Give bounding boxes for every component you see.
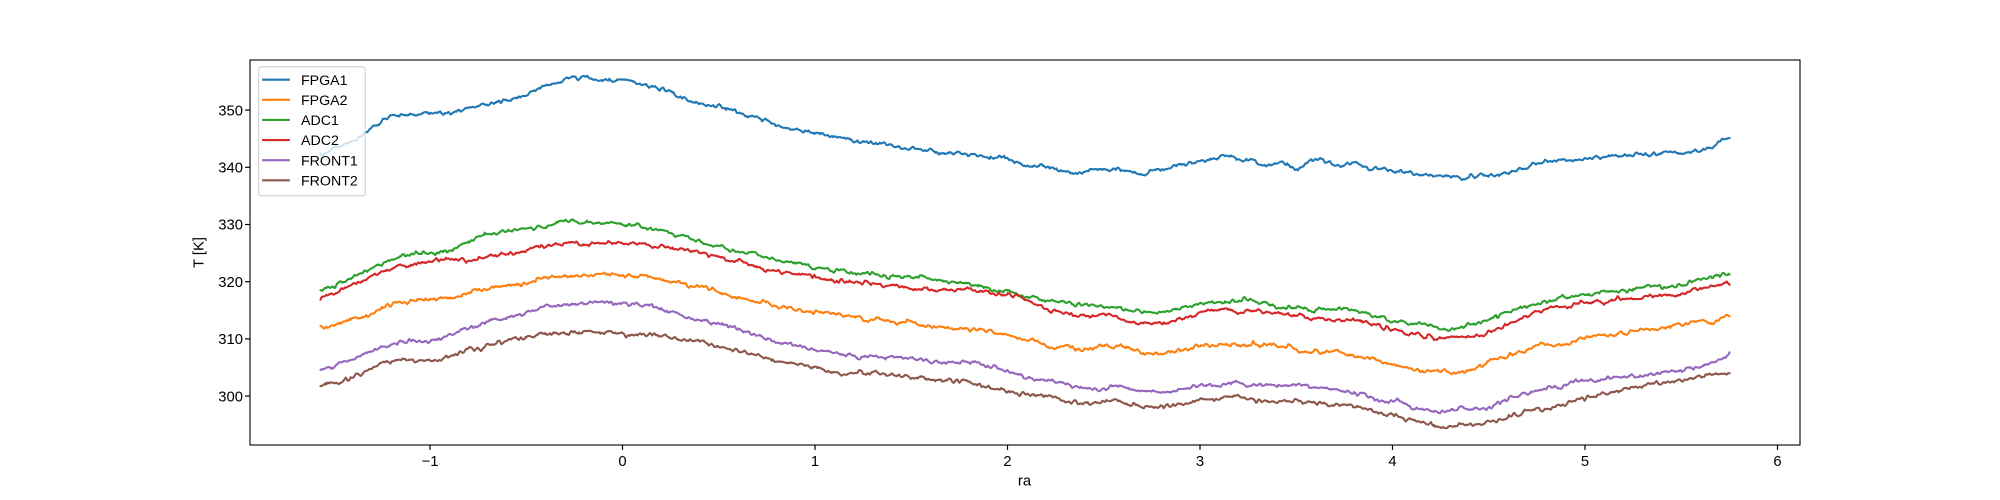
svg-text:330: 330 xyxy=(218,218,243,234)
svg-text:5: 5 xyxy=(1581,454,1589,470)
svg-text:FPGA2: FPGA2 xyxy=(301,93,348,109)
svg-text:4: 4 xyxy=(1388,454,1396,470)
svg-text:ra: ra xyxy=(1018,474,1032,490)
svg-text:340: 340 xyxy=(218,161,243,177)
svg-text:300: 300 xyxy=(218,389,243,405)
svg-text:0: 0 xyxy=(618,454,626,470)
svg-text:320: 320 xyxy=(218,275,243,291)
svg-text:1: 1 xyxy=(811,454,819,470)
svg-text:350: 350 xyxy=(218,103,243,119)
svg-text:ADC1: ADC1 xyxy=(301,113,339,129)
svg-text:310: 310 xyxy=(218,332,243,348)
svg-text:6: 6 xyxy=(1773,454,1781,470)
svg-text:FPGA1: FPGA1 xyxy=(301,73,348,89)
svg-text:FRONT2: FRONT2 xyxy=(301,173,358,189)
svg-text:T [K]: T [K] xyxy=(192,237,208,268)
svg-text:−1: −1 xyxy=(422,454,439,470)
svg-text:3: 3 xyxy=(1196,454,1204,470)
svg-text:2: 2 xyxy=(1003,454,1011,470)
svg-text:ADC2: ADC2 xyxy=(301,133,339,149)
svg-text:FRONT1: FRONT1 xyxy=(301,153,358,169)
